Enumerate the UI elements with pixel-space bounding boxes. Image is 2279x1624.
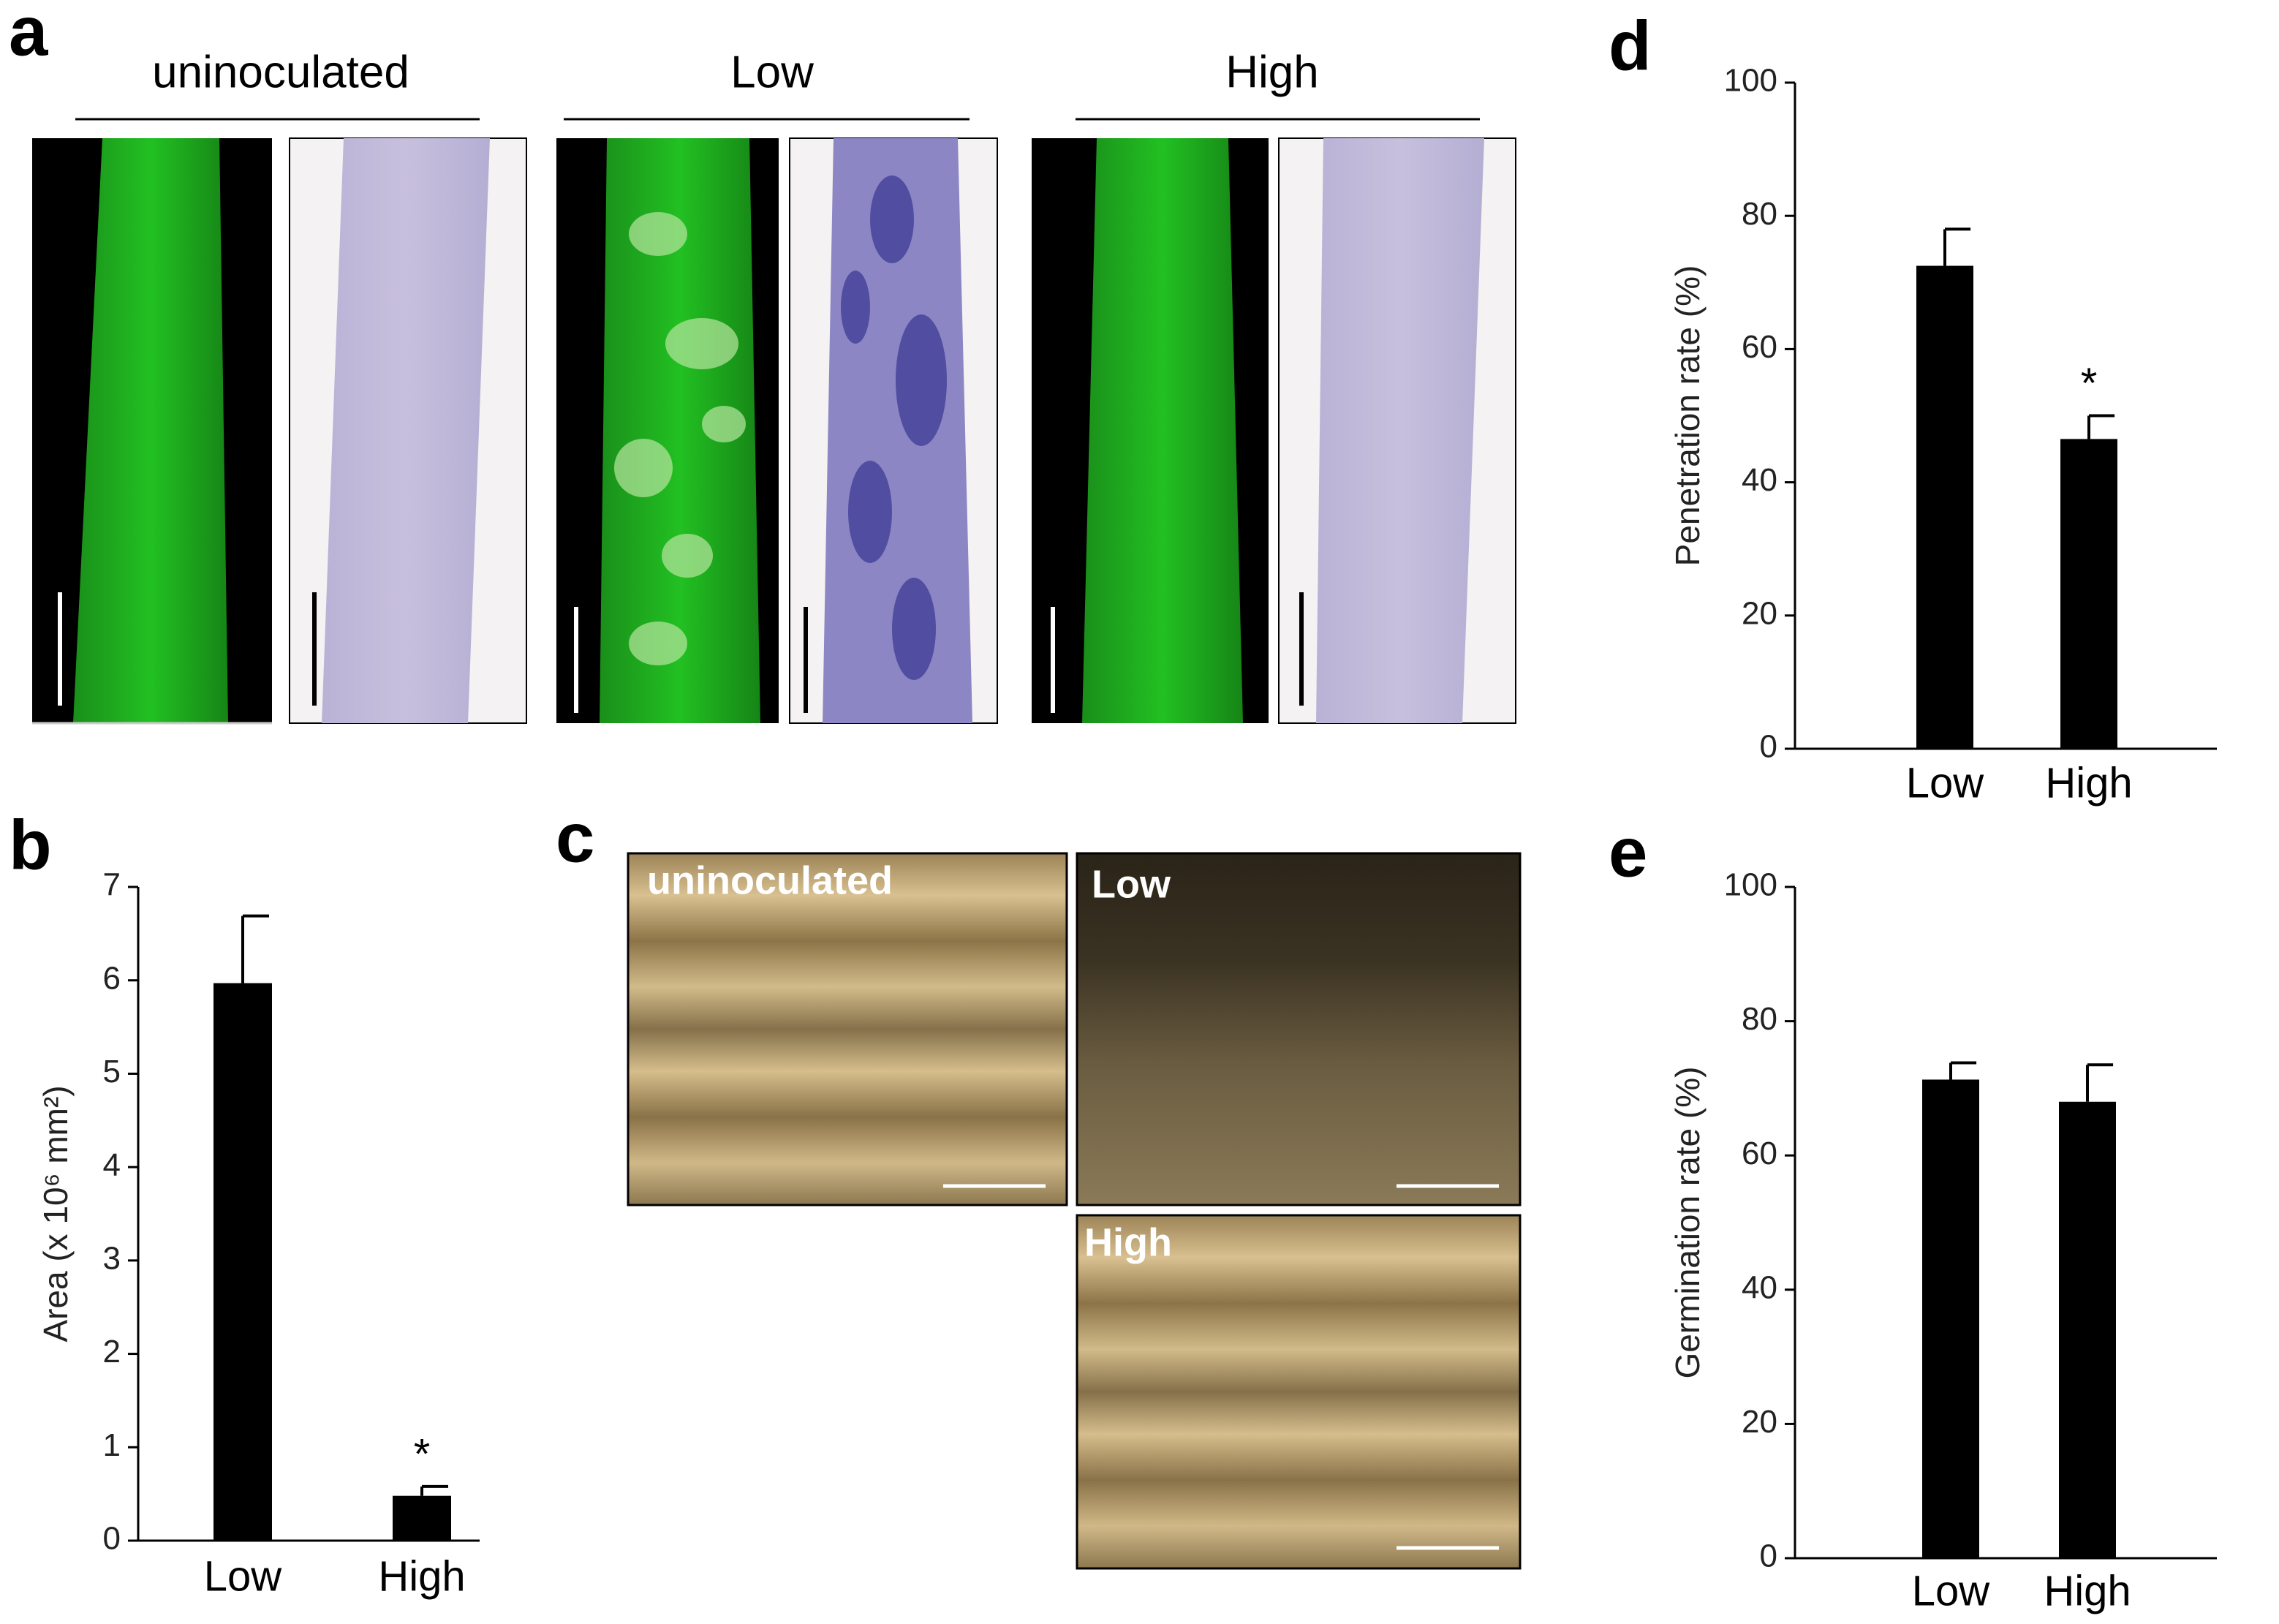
x-tick-label: Low xyxy=(1906,759,1985,807)
stained-leaf-photo xyxy=(289,137,527,724)
y-tick-label: 60 xyxy=(1742,329,1777,365)
micrograph-label: High xyxy=(1084,1220,1172,1264)
y-tick-label: 5 xyxy=(103,1054,121,1089)
group-label: High xyxy=(1225,47,1319,97)
y-tick-label: 100 xyxy=(1724,867,1777,903)
y-tick-label: 1 xyxy=(103,1427,121,1463)
y-axis-label: Area (x 10⁶ mm²) xyxy=(37,1085,75,1342)
y-tick-label: 60 xyxy=(1742,1136,1777,1171)
x-tick-label: High xyxy=(378,1552,465,1600)
micrograph xyxy=(1076,852,1522,1206)
stained-leaf-photo xyxy=(1278,137,1516,724)
y-tick-label: 0 xyxy=(103,1521,121,1557)
x-tick-label: High xyxy=(2045,759,2132,807)
significance-mark: * xyxy=(2081,360,2098,407)
panel-label: e xyxy=(1609,813,1647,891)
bar xyxy=(393,1495,451,1541)
panel-label: a xyxy=(9,0,48,70)
y-tick-label: 7 xyxy=(103,867,121,903)
y-tick-label: 20 xyxy=(1742,595,1777,631)
group-label: uninoculated xyxy=(152,47,409,97)
panel-label: c xyxy=(556,798,594,877)
leaf-photo xyxy=(32,138,272,725)
stained-leaf-photo xyxy=(789,137,998,724)
significance-mark: * xyxy=(414,1430,431,1478)
panel-label: d xyxy=(1609,7,1652,85)
bar xyxy=(1922,1079,1979,1558)
x-tick-label: Low xyxy=(204,1552,283,1600)
y-tick-label: 80 xyxy=(1742,1001,1777,1037)
micrograph xyxy=(1076,1214,1522,1570)
y-tick-label: 100 xyxy=(1724,63,1777,99)
bar xyxy=(213,983,272,1541)
bar xyxy=(2060,439,2117,749)
x-tick-label: High xyxy=(2044,1567,2131,1614)
y-tick-label: 6 xyxy=(103,960,121,996)
micrograph-label: Low xyxy=(1092,862,1171,906)
y-axis-label: Penetration rate (%) xyxy=(1668,265,1707,567)
y-tick-label: 40 xyxy=(1742,462,1777,498)
micrograph xyxy=(627,852,1068,1206)
y-tick-label: 0 xyxy=(1760,1538,1777,1574)
y-tick-label: 80 xyxy=(1742,196,1777,232)
y-tick-label: 3 xyxy=(103,1240,121,1276)
y-tick-label: 40 xyxy=(1742,1269,1777,1305)
y-tick-label: 0 xyxy=(1760,729,1777,765)
group-label: Low xyxy=(730,47,814,97)
y-axis-label: Germination rate (%) xyxy=(1668,1067,1707,1379)
leaf-photo xyxy=(1032,138,1269,723)
y-tick-label: 20 xyxy=(1742,1404,1777,1440)
micrograph-label: uninoculated xyxy=(647,858,893,902)
leaf-photo xyxy=(556,138,779,723)
y-tick-label: 4 xyxy=(103,1147,121,1183)
bar xyxy=(2059,1101,2116,1558)
y-tick-label: 2 xyxy=(103,1334,121,1370)
panel-label: b xyxy=(9,806,52,884)
x-tick-label: Low xyxy=(1912,1567,1991,1614)
bar xyxy=(1916,265,1973,749)
